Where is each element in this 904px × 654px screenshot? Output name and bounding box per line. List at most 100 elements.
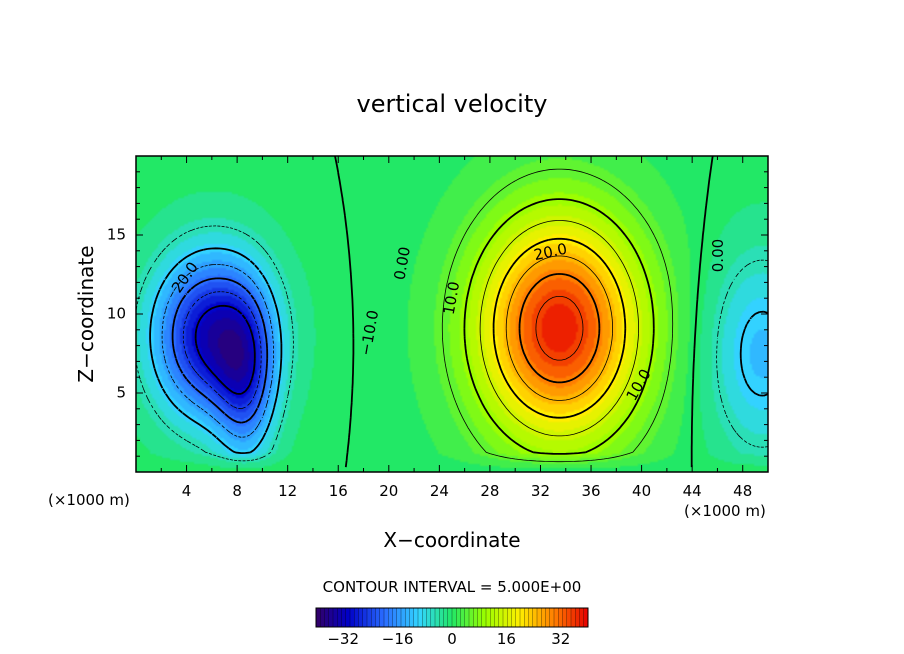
colorbar-swatch [426,608,432,627]
x-unit-left: (×1000 m) [48,491,130,509]
x-tick-label: 24 [430,482,449,500]
colorbar-swatch [388,608,393,627]
colorbar-swatch [549,608,555,627]
colorbar-swatch [541,608,546,627]
colorbar-swatch [345,608,351,627]
colorbar-swatch [328,608,334,627]
colorbar [315,608,589,627]
contour-line [505,255,613,401]
colorbar-swatch [481,608,487,627]
x-tick-label: 32 [531,482,550,500]
colorbar-swatch [392,608,398,627]
colorbar-swatch [511,608,517,627]
x-tick-label: 44 [683,482,702,500]
x-tick-label: 36 [581,482,600,500]
colorbar-swatch [371,608,376,627]
colorbar-tick-label: −32 [327,630,359,648]
x-tick-label: 8 [232,482,242,500]
colorbar-swatch [537,608,542,627]
colorbar-swatch [384,608,389,627]
colorbar-swatch [333,608,338,627]
contour-line [518,273,601,384]
y-tick-label: 15 [107,226,126,244]
contour-line [194,304,256,395]
colorbar-swatch [456,608,461,627]
contour-line [334,156,714,468]
colorbar-swatch [443,608,449,627]
colorbar-swatch [320,608,325,627]
colorbar-swatch [413,608,419,627]
colorbar-swatch [545,608,551,627]
colorbar-swatch [422,608,427,627]
colorbar-swatch [477,608,483,627]
x-axis-label: X−coordinate [383,528,520,552]
colorbar-swatch [375,608,381,627]
colorbar-swatch [579,608,585,627]
contour-line [171,277,269,424]
colorbar-tick-label: 32 [551,630,570,648]
colorbar-swatch [473,608,478,627]
colorbar-swatch [494,608,500,627]
colorbar-swatch [439,608,444,627]
x-tick-label: 4 [182,482,192,500]
contour-line [463,198,655,455]
colorbar-swatch [507,608,512,627]
x-tick-label: 48 [733,482,752,500]
colorbar-swatch [503,608,508,627]
contour-line [492,237,627,419]
contour-label: 0.00 [390,245,414,281]
colorbar-tick-label: 0 [447,630,457,648]
colorbar-swatch [583,608,589,627]
colorbar-swatch [575,608,580,627]
colorbar-swatch [409,608,415,627]
colorbar-swatch [418,608,423,627]
y-tick-label: 5 [116,384,126,402]
colorbar-swatch [498,608,504,627]
contour-line [136,225,768,462]
colorbar-swatch [447,608,453,627]
contour-line [535,296,584,361]
contour-lines [136,156,768,468]
colorbar-swatch [515,608,521,627]
y-tick-label: 10 [107,305,126,323]
contour-line [161,264,274,438]
colorbar-ticks: −32 −16 0 16 32 [327,630,570,648]
colorbar-swatch [341,608,347,627]
colorbar-swatch [554,608,559,627]
colorbar-swatch [558,608,563,627]
contour-label: 0.00 [709,239,727,272]
colorbar-swatch [350,608,355,627]
colorbar-swatch [405,608,410,627]
x-tick-label: 12 [278,482,297,500]
colorbar-swatch [358,608,364,627]
x-tick-label: 40 [632,482,651,500]
colorbar-frame [315,607,589,628]
colorbar-swatch [435,608,440,627]
contour-interval-text: CONTOUR INTERVAL = 5.000E+00 [323,578,582,596]
colorbar-swatch [337,608,342,627]
colorbar-swatch [316,608,321,627]
colorbar-swatch [367,608,372,627]
contour-line [479,220,639,437]
colorbar-swatch [401,608,406,627]
x-tick-label: 28 [480,482,499,500]
colorbar-swatch [324,608,330,627]
colorbar-swatch [362,608,368,627]
colorbar-swatch [354,608,359,627]
x-tick-label: 16 [329,482,348,500]
colorbar-swatch [486,608,491,627]
x-tick-label: 20 [379,482,398,500]
contour-label: 10.0 [440,280,464,316]
colorbar-tick-label: −16 [382,630,414,648]
colorbar-tick-label: 16 [497,630,516,648]
y-axis-label: Z−coordinate [74,245,98,382]
contour-line [441,168,674,463]
colorbar-swatch [520,608,525,627]
y-axis-ticks: 5 10 15 [107,171,768,457]
colorbar-swatch [460,608,466,627]
colorbar-swatch [396,608,402,627]
contour-line [149,247,768,454]
chart-title: vertical velocity [357,90,548,118]
